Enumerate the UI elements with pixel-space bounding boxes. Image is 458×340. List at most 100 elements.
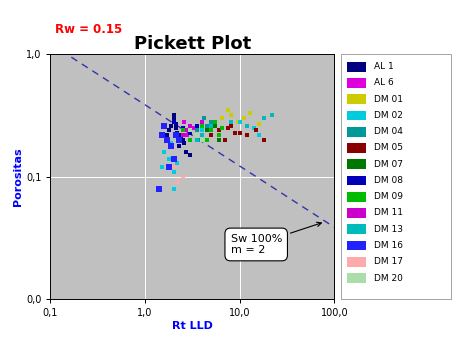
- Point: [193, 132, 200, 138]
- Point: [268, 112, 276, 118]
- Point: [212, 123, 219, 129]
- Text: DM 02: DM 02: [374, 111, 403, 120]
- Point: [172, 125, 179, 131]
- Title: Pickett Plot: Pickett Plot: [134, 35, 251, 53]
- Bar: [347, 159, 366, 169]
- Point: [179, 137, 186, 143]
- Point: [196, 137, 203, 143]
- Point: [170, 112, 177, 118]
- Text: DM 20: DM 20: [374, 274, 403, 283]
- Point: [184, 128, 191, 133]
- Point: [165, 156, 173, 162]
- Point: [193, 137, 200, 143]
- Point: [244, 132, 251, 138]
- Point: [186, 153, 194, 158]
- Point: [236, 119, 243, 125]
- Point: [232, 130, 239, 135]
- Point: [180, 140, 188, 146]
- FancyBboxPatch shape: [341, 54, 451, 299]
- Point: [172, 121, 179, 127]
- Point: [182, 149, 190, 155]
- Point: [177, 137, 185, 143]
- Point: [155, 186, 163, 191]
- Point: [163, 132, 170, 138]
- Point: [224, 125, 232, 131]
- Point: [256, 121, 263, 127]
- Bar: [347, 78, 366, 88]
- Point: [170, 186, 177, 191]
- Point: [260, 116, 267, 121]
- Point: [179, 128, 186, 133]
- Point: [186, 128, 194, 133]
- Text: Sw 100%
m = 2: Sw 100% m = 2: [230, 222, 322, 255]
- Point: [234, 119, 241, 125]
- Point: [215, 132, 222, 138]
- Point: [236, 130, 243, 135]
- Point: [165, 128, 173, 133]
- Point: [224, 107, 232, 113]
- Point: [168, 140, 175, 146]
- Point: [175, 143, 183, 148]
- Bar: [347, 175, 366, 185]
- Point: [221, 137, 229, 143]
- Point: [207, 119, 215, 125]
- Point: [168, 123, 175, 129]
- Point: [203, 137, 211, 143]
- Point: [179, 125, 186, 131]
- X-axis label: Rt LLD: Rt LLD: [172, 321, 213, 331]
- Text: DM 16: DM 16: [374, 241, 403, 250]
- Point: [186, 125, 194, 131]
- Point: [186, 123, 194, 129]
- Point: [170, 116, 177, 121]
- Point: [172, 132, 179, 138]
- Point: [179, 174, 186, 180]
- Point: [179, 132, 186, 138]
- Point: [170, 119, 177, 125]
- Point: [193, 132, 200, 138]
- Point: [193, 132, 200, 138]
- Point: [203, 123, 211, 129]
- Point: [215, 128, 222, 133]
- Point: [170, 119, 177, 125]
- Point: [227, 119, 234, 125]
- Bar: [347, 257, 366, 267]
- Text: DM 11: DM 11: [374, 208, 403, 218]
- Point: [198, 119, 206, 125]
- Point: [158, 164, 165, 170]
- Point: [186, 130, 194, 135]
- Point: [200, 116, 207, 121]
- Point: [247, 110, 254, 116]
- Point: [174, 180, 181, 185]
- Text: DM 13: DM 13: [374, 225, 403, 234]
- Point: [170, 169, 177, 174]
- Point: [174, 132, 181, 138]
- Text: DM 07: DM 07: [374, 160, 403, 169]
- Text: DM 17: DM 17: [374, 257, 403, 266]
- Point: [189, 125, 196, 131]
- Point: [175, 137, 183, 143]
- Point: [218, 125, 226, 131]
- Point: [198, 123, 206, 129]
- Point: [180, 119, 188, 125]
- Point: [260, 137, 267, 143]
- Text: Rw = 0.15: Rw = 0.15: [55, 23, 122, 36]
- Point: [179, 128, 186, 133]
- Bar: [347, 273, 366, 283]
- Point: [198, 132, 206, 138]
- Point: [179, 128, 186, 133]
- Point: [161, 123, 168, 129]
- Point: [177, 135, 185, 140]
- Point: [174, 132, 181, 138]
- Point: [165, 164, 173, 170]
- Point: [198, 128, 206, 133]
- Text: DM 05: DM 05: [374, 143, 403, 152]
- Point: [168, 143, 175, 148]
- Y-axis label: Porositas: Porositas: [13, 148, 23, 206]
- Bar: [347, 62, 366, 71]
- Point: [227, 112, 234, 118]
- Bar: [347, 208, 366, 218]
- Text: AL 1: AL 1: [374, 62, 394, 71]
- Point: [170, 164, 177, 170]
- Bar: [347, 224, 366, 234]
- Point: [186, 137, 194, 143]
